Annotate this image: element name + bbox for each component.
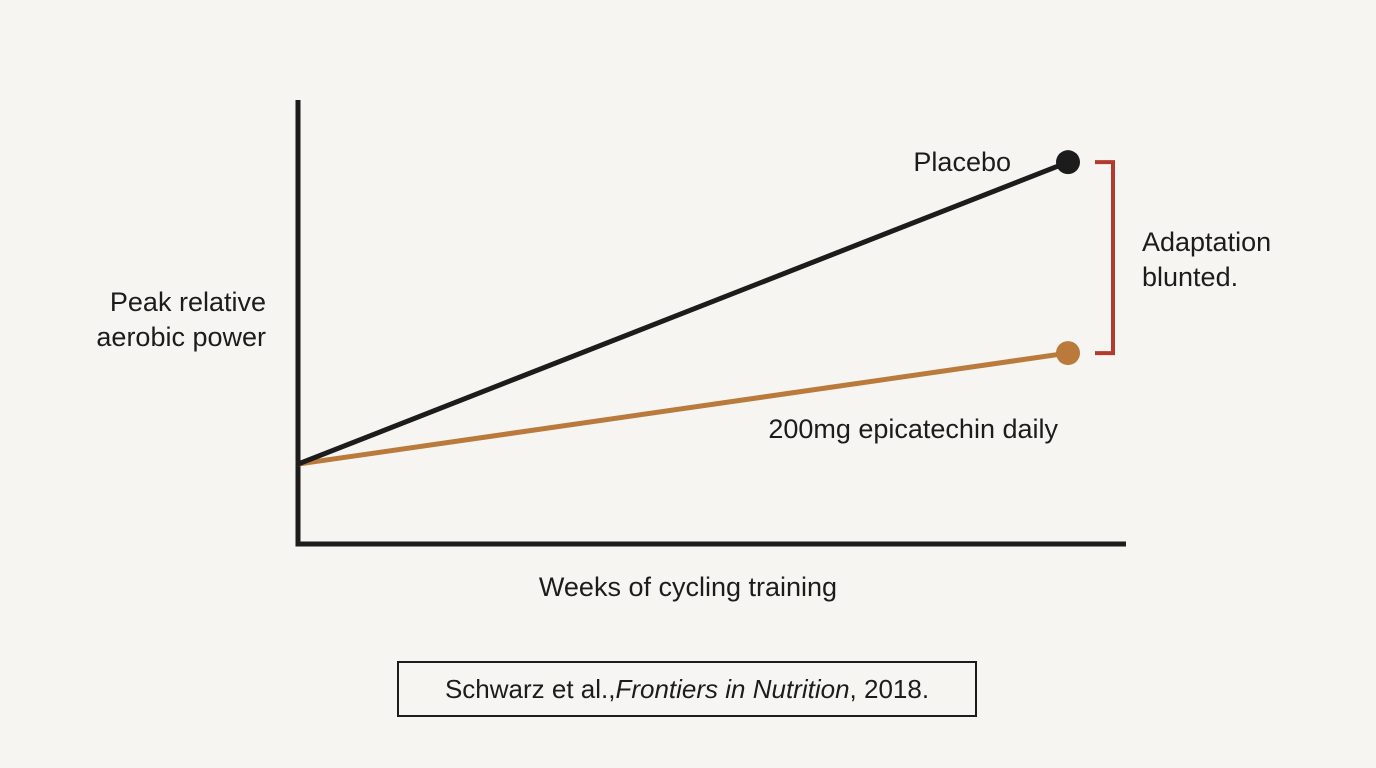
annotation-line-1: Adaptation (1142, 227, 1271, 257)
series-line-1 (295, 350, 1071, 467)
y-axis-label-line-2: aerobic power (96, 322, 266, 352)
annotation-line-2: blunted. (1142, 262, 1238, 292)
series-end-marker-1 (1056, 341, 1080, 366)
citation-journal: Frontiers in Nutrition (615, 673, 850, 704)
axes (295, 100, 1126, 547)
y-axis-label-line-1: Peak relative (110, 287, 266, 317)
series-end-marker-0 (1056, 150, 1080, 175)
series-line-0 (295, 159, 1071, 467)
series-label-epicatechin: 200mg epicatechin daily (768, 414, 1058, 444)
series-group (295, 150, 1080, 467)
series-label-placebo: Placebo (913, 147, 1011, 177)
adaptation-bracket (1095, 160, 1115, 356)
citation-box: Schwarz et al., Frontiers in Nutrition, … (397, 661, 977, 717)
citation-authors: Schwarz et al., (444, 673, 616, 704)
x-axis-label: Weeks of cycling training (539, 572, 837, 602)
citation-year: , 2018. (849, 673, 930, 704)
